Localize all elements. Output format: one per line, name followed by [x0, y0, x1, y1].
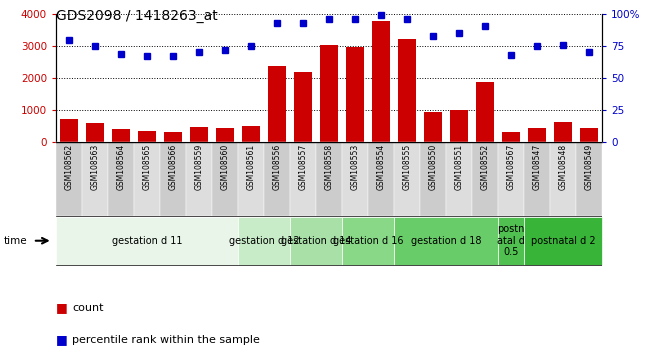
Text: time: time: [3, 236, 27, 246]
Text: ■: ■: [56, 302, 68, 314]
Text: GSM108553: GSM108553: [351, 144, 359, 190]
Bar: [528, 128, 546, 142]
Bar: [472, 142, 498, 216]
Bar: [112, 130, 130, 142]
Bar: [450, 110, 468, 142]
Text: GSM108555: GSM108555: [403, 144, 411, 190]
Bar: [342, 217, 394, 264]
Bar: [368, 142, 394, 216]
Text: postn
atal d
0.5: postn atal d 0.5: [497, 224, 525, 257]
Bar: [56, 142, 82, 216]
Text: postnatal d 2: postnatal d 2: [531, 236, 595, 246]
Bar: [138, 131, 156, 142]
Bar: [372, 21, 390, 142]
Text: GSM108562: GSM108562: [64, 144, 74, 190]
Bar: [394, 217, 498, 264]
Text: GSM108550: GSM108550: [428, 144, 438, 190]
Bar: [498, 142, 524, 216]
Bar: [346, 47, 364, 142]
Bar: [394, 142, 420, 216]
Bar: [524, 142, 550, 216]
Text: GSM108552: GSM108552: [480, 144, 490, 190]
Text: GSM108548: GSM108548: [559, 144, 568, 190]
Bar: [576, 142, 602, 216]
Text: GSM108561: GSM108561: [247, 144, 255, 190]
Text: gestation d 14: gestation d 14: [281, 236, 351, 246]
Bar: [160, 142, 186, 216]
Bar: [60, 119, 78, 142]
Text: gestation d 12: gestation d 12: [229, 236, 299, 246]
Text: GSM108556: GSM108556: [272, 144, 282, 190]
Bar: [554, 121, 572, 142]
Text: gestation d 11: gestation d 11: [112, 236, 182, 246]
Text: GSM108564: GSM108564: [116, 144, 126, 190]
Text: ■: ■: [56, 333, 68, 346]
Bar: [108, 142, 134, 216]
Text: gestation d 18: gestation d 18: [411, 236, 481, 246]
Bar: [268, 66, 286, 142]
Text: GSM108547: GSM108547: [532, 144, 542, 190]
Bar: [398, 39, 416, 142]
Text: GSM108558: GSM108558: [324, 144, 334, 190]
Bar: [134, 142, 160, 216]
Bar: [320, 45, 338, 142]
Bar: [86, 123, 104, 142]
Text: GSM108554: GSM108554: [376, 144, 386, 190]
Bar: [342, 142, 368, 216]
Bar: [524, 217, 602, 264]
Bar: [446, 142, 472, 216]
Bar: [212, 142, 238, 216]
Bar: [580, 128, 598, 142]
Bar: [164, 132, 182, 142]
Text: GSM108557: GSM108557: [299, 144, 307, 190]
Bar: [82, 142, 108, 216]
Bar: [498, 217, 524, 264]
Bar: [238, 142, 264, 216]
Text: GSM108559: GSM108559: [195, 144, 203, 190]
Bar: [190, 127, 208, 142]
Text: GSM108560: GSM108560: [220, 144, 230, 190]
Bar: [238, 217, 290, 264]
Text: GSM108565: GSM108565: [142, 144, 151, 190]
Bar: [216, 127, 234, 142]
Text: GSM108566: GSM108566: [168, 144, 178, 190]
Text: gestation d 16: gestation d 16: [333, 236, 403, 246]
Text: GSM108563: GSM108563: [90, 144, 99, 190]
Bar: [502, 132, 520, 142]
Bar: [290, 142, 316, 216]
Bar: [186, 142, 212, 216]
Bar: [550, 142, 576, 216]
Text: GDS2098 / 1418263_at: GDS2098 / 1418263_at: [56, 9, 218, 23]
Bar: [264, 142, 290, 216]
Bar: [316, 142, 342, 216]
Bar: [420, 142, 446, 216]
Text: percentile rank within the sample: percentile rank within the sample: [72, 335, 261, 345]
Bar: [290, 217, 342, 264]
Text: GSM108549: GSM108549: [584, 144, 594, 190]
Text: GSM108551: GSM108551: [455, 144, 463, 190]
Bar: [476, 82, 494, 142]
Bar: [424, 112, 442, 142]
Text: GSM108567: GSM108567: [507, 144, 516, 190]
Bar: [56, 217, 238, 264]
Bar: [242, 126, 260, 142]
Bar: [294, 72, 312, 142]
Text: count: count: [72, 303, 104, 313]
